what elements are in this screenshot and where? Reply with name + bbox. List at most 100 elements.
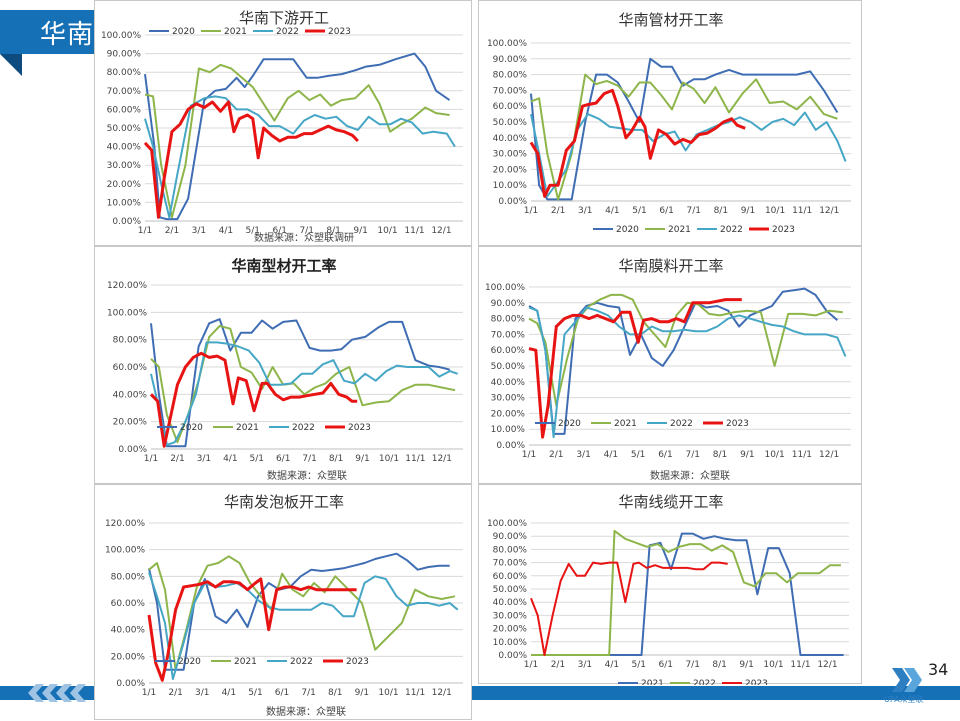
company-logo-icon: UPA众塑联 [884, 668, 924, 704]
y-tick-label: 30.00% [107, 161, 142, 171]
y-tick-label: 70.00% [107, 87, 142, 97]
y-tick-label: 60.00% [493, 102, 528, 112]
slide-title-bar [0, 10, 110, 76]
y-tick-label: 40.00% [493, 134, 528, 144]
legend-label: 2020 [172, 27, 195, 37]
x-tick-label: 6/1 [275, 688, 289, 698]
series-line-2021 [530, 73, 838, 201]
x-tick-label: 11/1 [792, 206, 812, 216]
series-line-2021 [531, 532, 844, 656]
x-tick-label: 11/1 [405, 454, 425, 464]
x-tick-label: 8/1 [712, 660, 726, 670]
chart-panel-film: 华南膜料开工率 0.00% 10.00% 20.00% 30.00% 40.00% 50.0… [478, 246, 862, 484]
series-line-2020 [148, 552, 450, 671]
series-line-2023 [143, 100, 359, 219]
y-tick-label: 90.00% [107, 50, 142, 60]
x-tick-label: 11/1 [404, 226, 424, 236]
y-tick-label: 100.00% [107, 308, 147, 318]
x-tick-label: 10/1 [764, 450, 784, 460]
x-tick-label: 12/1 [432, 454, 452, 464]
legend-label: 2021 [224, 27, 247, 37]
x-tick-label: 8/1 [328, 688, 342, 698]
y-tick-label: 100.00% [105, 546, 145, 556]
x-tick-label: 2/1 [551, 206, 565, 216]
chart-title: 华南线缆开工率 [618, 493, 723, 511]
page-number: 34 [928, 660, 949, 679]
x-tick-label: 3/1 [197, 454, 211, 464]
x-tick-label: 4/1 [605, 206, 619, 216]
y-tick-label: 10.00% [493, 638, 528, 648]
x-tick-label: 8/1 [714, 206, 728, 216]
x-tick-label: 8/1 [329, 454, 343, 464]
x-tick-label: 5/1 [248, 688, 262, 698]
series-line-2021 [144, 63, 450, 219]
x-tick-label: 5/1 [246, 226, 260, 236]
x-tick-label: 5/1 [250, 454, 264, 464]
legend-label: 2021 [668, 225, 691, 235]
x-tick-label: 1/1 [522, 450, 536, 460]
legend-label: 2023 [772, 225, 795, 235]
x-tick-label: 6/1 [659, 660, 673, 670]
x-tick-label: 9/1 [739, 660, 753, 670]
y-tick-label: 90.00% [491, 299, 526, 309]
chart-film-svg: 华南膜料开工率 0.00% 10.00% 20.00% 30.00% 40.00% 50.0… [485, 257, 851, 482]
chevron-decoration-icon [28, 684, 86, 702]
legend-label: 2022 [290, 657, 313, 667]
y-tick-label: 20.00% [493, 625, 528, 635]
x-tick-label: 1/1 [524, 206, 538, 216]
x-tick-label: 11/1 [792, 450, 812, 460]
x-tick-label: 4/1 [604, 450, 618, 460]
legend-label: 2020 [180, 423, 203, 433]
x-tick-label: 12/1 [819, 450, 839, 460]
y-tick-label: 30.00% [493, 150, 528, 160]
logo-text: UPA众塑联 [884, 695, 924, 704]
y-tick-label: 100.00% [487, 519, 527, 529]
x-tick-label: 10/1 [765, 206, 785, 216]
chart-panel-foam-board: 华南发泡板开工率 0.00% 20.00% 40.00% 60.00% 80.00% 100… [94, 484, 472, 720]
chart-panel-downstream: 华南下游开工 0.00% 10.00% 20.00% 30.00% 40.00% 50.00… [94, 0, 472, 246]
title-bar-fold [0, 54, 22, 76]
y-tick-label: 60.00% [493, 572, 528, 582]
legend-label: 2020 [178, 657, 201, 667]
x-tick-label: 2/1 [170, 454, 184, 464]
chart-title: 华南管材开工率 [618, 11, 723, 29]
x-tick-label: 3/1 [195, 688, 209, 698]
x-tick-label: 9/1 [740, 450, 754, 460]
x-tick-label: 5/1 [632, 206, 646, 216]
x-tick-label: 1/1 [138, 226, 152, 236]
series-line-2023 [529, 88, 746, 198]
x-tick-label: 5/1 [632, 660, 646, 670]
x-tick-label: 2/1 [168, 688, 182, 698]
y-tick-label: 90.00% [493, 55, 528, 65]
chart-profile-svg: 华南型材开工率 0.00% 20.00% 40.00% 60.00% 80.00% 100.… [107, 257, 463, 482]
y-tick-label: 30.00% [493, 611, 528, 621]
legend-label: 2021 [641, 679, 664, 685]
y-tick-label: 30.00% [491, 394, 526, 404]
y-tick-label: 90.00% [493, 532, 528, 542]
x-tick-label: 9/1 [741, 206, 755, 216]
source-note: 数据来源：众塑联 [267, 469, 347, 482]
y-tick-label: 100.00% [487, 39, 527, 49]
y-tick-label: 60.00% [107, 105, 142, 115]
x-tick-label: 6/1 [273, 226, 287, 236]
y-tick-label: 50.00% [493, 118, 528, 128]
x-tick-label: 1/1 [142, 688, 156, 698]
x-tick-label: 7/1 [686, 206, 700, 216]
y-tick-label: 60.00% [111, 599, 146, 609]
y-tick-label: 40.00% [491, 378, 526, 388]
x-tick-label: 8/1 [326, 226, 340, 236]
y-tick-label: 40.00% [111, 626, 146, 636]
x-tick-label: 9/1 [355, 688, 369, 698]
x-tick-label: 4/1 [219, 226, 233, 236]
y-tick-label: 40.00% [113, 390, 148, 400]
legend-label: 2022 [292, 423, 315, 433]
legend-label: 2021 [614, 419, 637, 429]
y-tick-label: 60.00% [491, 346, 526, 356]
y-tick-label: 20.00% [111, 652, 146, 662]
x-tick-label: 12/1 [432, 688, 452, 698]
x-tick-label: 11/1 [790, 660, 810, 670]
y-tick-label: 80.00% [493, 71, 528, 81]
x-tick-label: 2/1 [551, 660, 565, 670]
x-tick-label: 7/1 [299, 226, 313, 236]
y-tick-label: 20.00% [107, 180, 142, 190]
